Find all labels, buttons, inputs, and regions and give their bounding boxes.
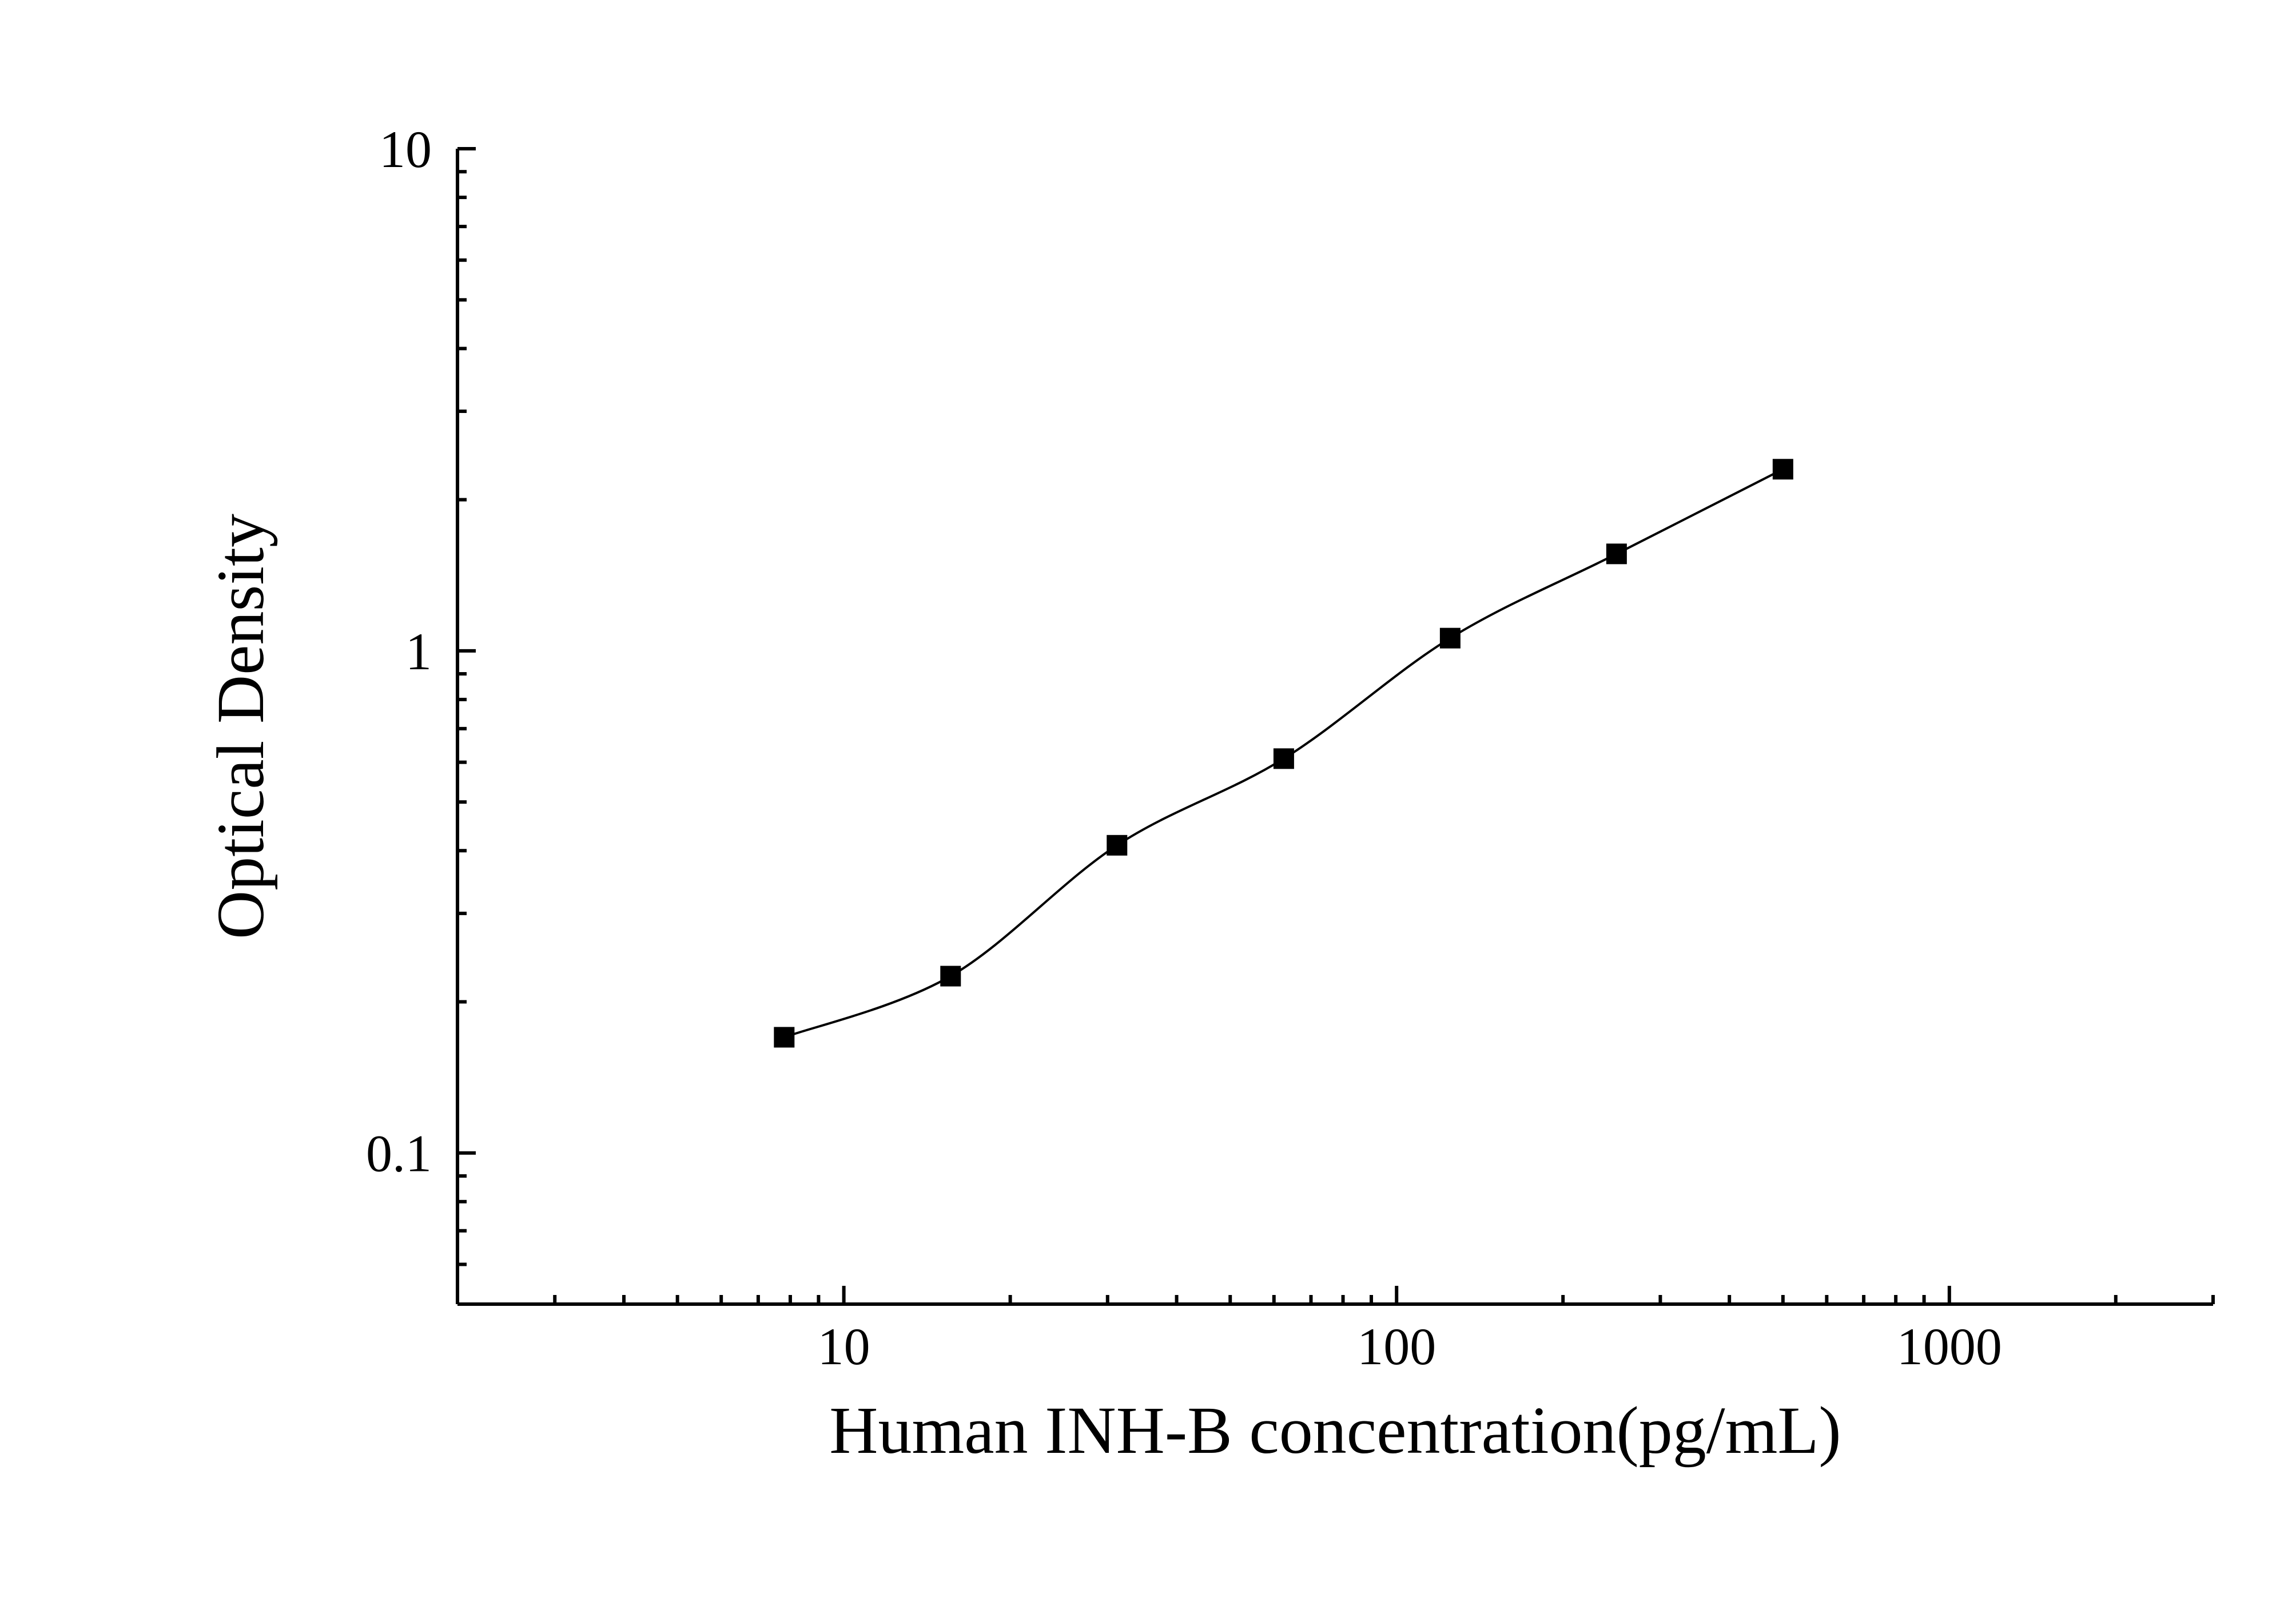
y-tick-label: 0.1 — [366, 1125, 432, 1183]
x-tick-label: 100 — [1357, 1317, 1436, 1376]
x-axis-label: Human INH-B concentration(pg/mL) — [829, 1393, 1841, 1468]
data-marker — [774, 1027, 794, 1047]
y-tick-label: 10 — [379, 120, 432, 178]
data-marker — [940, 966, 961, 987]
data-marker — [1274, 748, 1294, 769]
data-marker — [1773, 459, 1793, 479]
chart-container: 10 100 1000 0.1 1 10 Human INH-B concentration… — [0, 0, 2296, 1605]
y-tick-label: 1 — [405, 622, 432, 681]
data-marker — [1107, 835, 1127, 856]
y-axis-label: Optical Density — [203, 514, 278, 939]
data-marker — [1440, 628, 1461, 649]
data-marker — [1606, 543, 1627, 564]
x-tick-label: 10 — [818, 1317, 870, 1376]
chart-svg: 10 100 1000 0.1 1 10 Human INH-B concentration… — [0, 0, 2296, 1605]
x-tick-label: 1000 — [1897, 1317, 2002, 1376]
